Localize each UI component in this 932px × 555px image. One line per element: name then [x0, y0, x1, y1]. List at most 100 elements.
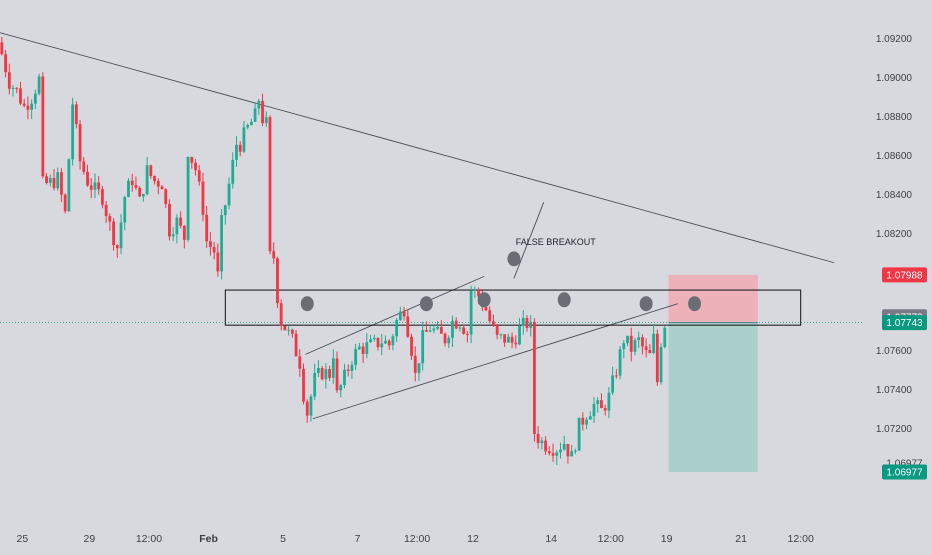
time-axis[interactable]: 25 29 12:00 Feb 5 7 12:00 12 14 12:00 19 21 12:00: [17, 533, 814, 545]
price-badge: 1.07743: [882, 315, 927, 331]
candle: [138, 186, 142, 197]
stop-loss-zone[interactable]: [668, 274, 758, 323]
candle: [0, 36, 4, 56]
candle: [350, 361, 354, 379]
candle: [622, 340, 626, 359]
svg-text:1.06977: 1.06977: [886, 459, 923, 470]
candle: [276, 256, 279, 308]
candle: [4, 49, 7, 78]
candle: [11, 85, 15, 97]
candle: [52, 168, 56, 191]
time-tick-label: 12: [467, 533, 479, 545]
candle: [15, 87, 19, 94]
candle: [533, 318, 536, 442]
candle: [492, 314, 495, 328]
candle: [369, 334, 372, 343]
partial-price-badge: 1.06977: [886, 459, 923, 470]
candle: [268, 115, 272, 255]
candle: [305, 399, 309, 423]
candle: [596, 397, 600, 413]
candle: [108, 213, 112, 231]
candle: [78, 119, 82, 170]
candle: [443, 332, 447, 347]
price-tick-label: 1.09000: [876, 73, 913, 84]
candle: [313, 363, 317, 401]
price-badge: 1.06977: [882, 464, 927, 480]
candle: [447, 335, 451, 349]
candle: [48, 174, 52, 187]
touch-marker[interactable]: [300, 296, 314, 312]
candle: [246, 123, 250, 130]
descending-trendline[interactable]: [0, 32, 835, 264]
time-tick-label: 7: [355, 533, 361, 545]
candle: [212, 242, 216, 260]
candle: [171, 226, 175, 241]
touch-marker[interactable]: [507, 251, 521, 267]
price-tick-label: 1.07600: [876, 346, 913, 357]
candle: [518, 318, 521, 346]
channel-upper-line[interactable]: [305, 275, 485, 355]
candle: [324, 363, 328, 389]
candlestick-series: [0, 36, 667, 465]
candle: [156, 178, 160, 195]
candle: [648, 344, 652, 354]
candle: [33, 89, 37, 110]
candle: [127, 178, 130, 198]
take-profit-zone[interactable]: [668, 322, 758, 472]
candle: [37, 73, 41, 96]
candle: [555, 450, 559, 465]
candle: [7, 63, 11, 95]
candle: [287, 325, 291, 336]
candle: [130, 173, 134, 192]
candle: [428, 324, 432, 333]
candle: [357, 342, 361, 351]
breakout-arrow-line[interactable]: [513, 202, 545, 279]
candle: [89, 177, 93, 199]
candle: [272, 242, 276, 264]
candle: [465, 330, 469, 343]
candle: [663, 326, 667, 349]
candle: [115, 244, 119, 258]
candle: [536, 426, 540, 449]
candle: [19, 81, 22, 106]
candle: [499, 333, 503, 339]
time-tick-label: 12:00: [598, 533, 624, 545]
candle: [413, 346, 417, 382]
candle: [331, 349, 335, 384]
candle: [458, 326, 462, 332]
price-tick-label: 1.08800: [876, 112, 913, 123]
resistance-zone-box[interactable]: [224, 289, 802, 326]
candle: [540, 437, 544, 450]
candle: [302, 363, 305, 405]
touch-marker[interactable]: [477, 292, 491, 308]
time-tick-label: 19: [661, 533, 673, 545]
candle: [149, 164, 153, 179]
candle: [153, 175, 156, 185]
candle: [629, 327, 633, 362]
candle: [317, 360, 320, 377]
candle: [395, 317, 399, 343]
candle: [290, 328, 294, 338]
candle: [175, 214, 179, 244]
time-tick-label: 29: [84, 533, 96, 545]
candle: [380, 333, 384, 356]
candle: [361, 342, 365, 363]
candle: [559, 442, 562, 459]
candle: [585, 417, 588, 430]
price-axis[interactable]: 1.06977 1.09200 1.09000 1.08800 1.08600 1.084…: [876, 34, 927, 480]
touch-marker[interactable]: [639, 296, 653, 312]
touch-marker[interactable]: [557, 292, 571, 308]
touch-marker[interactable]: [688, 296, 702, 312]
candle: [298, 349, 302, 378]
channel-lower-line[interactable]: [312, 303, 678, 420]
candle: [544, 436, 547, 455]
touch-marker[interactable]: [419, 296, 433, 312]
candle: [26, 96, 30, 120]
candle: [67, 158, 71, 212]
candle: [205, 205, 209, 248]
candle: [82, 157, 86, 175]
candle: [197, 165, 201, 186]
candle: [227, 177, 231, 210]
